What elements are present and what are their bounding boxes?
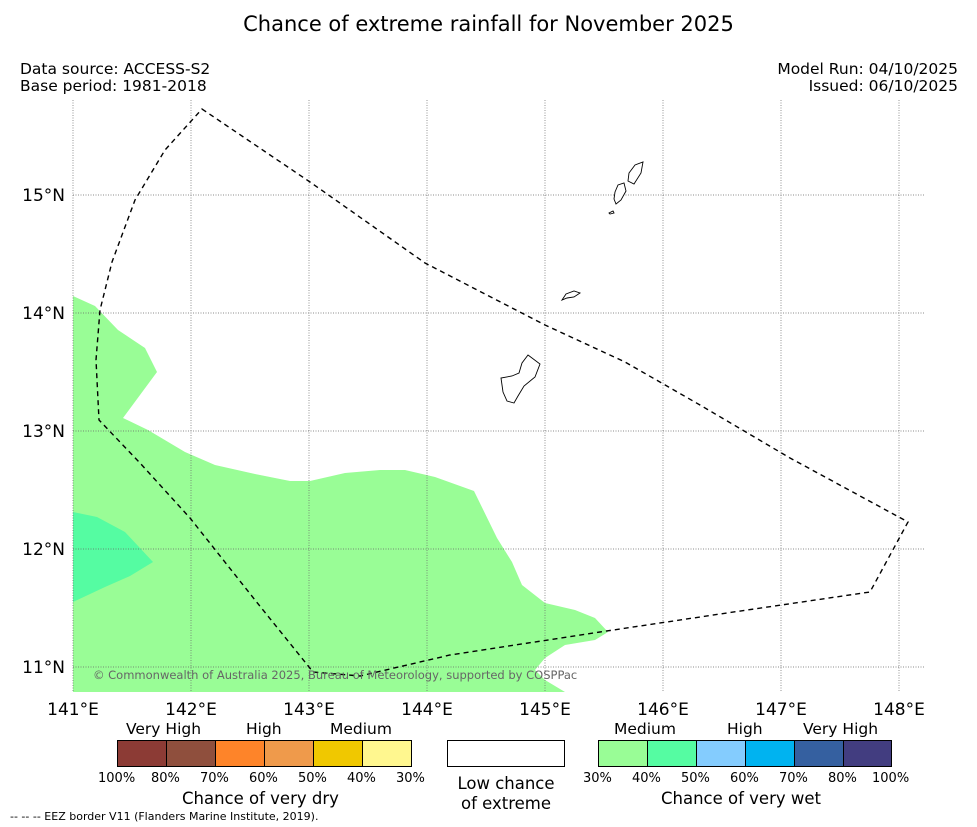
base-period: Base period: 1981-2018 xyxy=(20,77,207,95)
meta-right: Model Run: 04/10/2025 Issued: 06/10/2025 xyxy=(777,61,958,95)
wet-swatch-60-70 xyxy=(745,740,795,767)
dry-legend-title: Chance of very dry xyxy=(182,789,339,808)
dry-tick-70: 70% xyxy=(200,771,229,786)
wet-tick-50: 50% xyxy=(681,771,710,786)
wet-tick-40: 40% xyxy=(632,771,661,786)
wet-swatch-50-60 xyxy=(696,740,746,767)
island-guam xyxy=(500,354,541,404)
lat-label-15n: 15°N xyxy=(22,186,65,206)
lon-label-141e: 141°E xyxy=(47,700,99,720)
low-chance-label: Low chance of extreme xyxy=(446,774,566,814)
wet-medium-high-region xyxy=(73,512,153,602)
data-source: Data source: ACCESS-S2 xyxy=(20,60,211,78)
dry-swatch-40-50 xyxy=(313,740,363,767)
island-aguijan xyxy=(608,210,615,215)
wet-tick-100: 100% xyxy=(872,771,910,786)
meta-left: Data source: ACCESS-S2 Base period: 1981… xyxy=(20,61,210,95)
island-rota xyxy=(560,290,582,301)
dry-tick-60: 60% xyxy=(249,771,278,786)
dry-tick-50: 50% xyxy=(298,771,327,786)
lon-label-147e: 147°E xyxy=(755,700,807,720)
chart-title: Chance of extreme rainfall for November … xyxy=(243,12,734,36)
wet-tick-60: 60% xyxy=(730,771,759,786)
lat-label-13n: 13°N xyxy=(22,422,65,442)
wet-header-very-high: Very High xyxy=(803,720,879,738)
dry-header-medium: Medium xyxy=(330,720,392,738)
dry-swatch-70-80 xyxy=(166,740,216,767)
lon-label-145e: 145°E xyxy=(519,700,571,720)
low-chance-line2: of extreme xyxy=(460,794,552,813)
issued-date: Issued: 06/10/2025 xyxy=(808,77,958,95)
wet-swatch-80-100 xyxy=(843,740,892,767)
islands xyxy=(500,161,644,404)
dry-header-very-high: Very High xyxy=(126,720,202,738)
lat-label-11n: 11°N xyxy=(22,658,65,678)
dry-swatch-60-70 xyxy=(215,740,265,767)
dry-tick-100: 100% xyxy=(98,771,136,786)
lon-label-144e: 144°E xyxy=(401,700,453,720)
lon-label-148e: 148°E xyxy=(873,700,925,720)
wet-swatch-40-50 xyxy=(647,740,697,767)
rainfall-shading xyxy=(73,296,608,692)
island-tinian xyxy=(613,182,627,205)
wet-swatch-30-40 xyxy=(598,740,648,767)
wet-tick-70: 70% xyxy=(779,771,808,786)
dry-tick-40: 40% xyxy=(347,771,376,786)
model-run: Model Run: 04/10/2025 xyxy=(777,60,958,78)
dry-tick-80: 80% xyxy=(151,771,180,786)
wet-tick-80: 80% xyxy=(828,771,857,786)
dry-tick-30: 30% xyxy=(396,771,425,786)
wet-legend-title: Chance of very wet xyxy=(661,789,821,808)
low-chance-line1: Low chance xyxy=(457,774,555,793)
wet-tick-30: 30% xyxy=(583,771,612,786)
lon-label-143e: 143°E xyxy=(283,700,335,720)
wet-medium-region xyxy=(73,296,608,692)
lat-label-14n: 14°N xyxy=(22,304,65,324)
eez-border xyxy=(95,108,909,677)
lon-label-146e: 146°E xyxy=(637,700,689,720)
dry-swatch-80-100 xyxy=(117,740,167,767)
wet-swatch-70-80 xyxy=(794,740,844,767)
copyright-notice: © Commonwealth of Australia 2025, Bureau… xyxy=(93,668,577,682)
island-saipan xyxy=(627,161,644,185)
lon-label-142e: 142°E xyxy=(165,700,217,720)
dry-swatch-50-60 xyxy=(264,740,314,767)
wet-header-medium: Medium xyxy=(614,720,676,738)
graticule xyxy=(72,100,925,692)
dry-header-high: High xyxy=(246,720,282,738)
wet-header-high: High xyxy=(727,720,763,738)
dry-swatch-30-40 xyxy=(362,740,412,767)
lat-label-12n: 12°N xyxy=(22,540,65,560)
low-chance-swatch xyxy=(447,740,565,767)
eez-footnote: -- -- -- EEZ border V11 (Flanders Marine… xyxy=(10,810,319,823)
